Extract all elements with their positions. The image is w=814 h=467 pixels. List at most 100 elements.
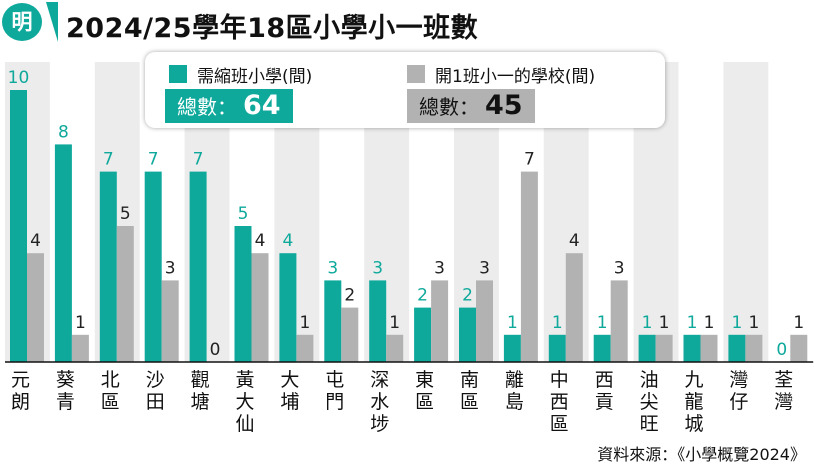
category-label: 北 (101, 369, 120, 391)
bar-a (234, 226, 252, 362)
bar-b (27, 253, 44, 362)
legend-label-a: 需縮班小學(間) (197, 67, 313, 87)
category-label: 城 (685, 413, 704, 435)
category-label: 葵 (56, 369, 75, 391)
value-label-a: 0 (776, 340, 787, 360)
category-label: 觀 (191, 369, 210, 391)
bar-a (459, 307, 476, 362)
category-label: 青 (56, 391, 75, 413)
category-label: 南 (460, 369, 479, 391)
bar-b (341, 307, 359, 362)
total-box-a: 總數： 64 (165, 89, 293, 123)
value-label-b: 7 (524, 150, 535, 170)
category-label: 油 (640, 369, 659, 391)
category-label: 中 (550, 369, 569, 391)
category-stripe (723, 62, 769, 362)
bar-a (144, 171, 162, 362)
bar-b (610, 280, 628, 362)
bar-b (745, 334, 763, 362)
category-label: 仔 (729, 391, 748, 413)
bar-a (683, 334, 701, 362)
bar-a (414, 307, 432, 362)
category-label: 島 (505, 391, 524, 413)
bar-b (71, 334, 89, 362)
bar-a (638, 334, 656, 362)
category-label: 屯 (325, 369, 344, 391)
bar-a (10, 90, 27, 362)
bar-b (116, 226, 134, 362)
category-label: 九 (685, 369, 704, 391)
chart-title: 2024/25學年18區小學小一班數 (66, 13, 479, 44)
bar-b (386, 334, 404, 362)
value-label-b: 1 (748, 313, 759, 333)
value-label-b: 1 (704, 313, 715, 333)
category-label: 東 (415, 369, 434, 391)
category-label: 朗 (11, 391, 30, 413)
bar-b (790, 334, 808, 362)
bar-a (99, 171, 117, 362)
value-label-a: 7 (193, 150, 204, 170)
value-label-b: 3 (614, 258, 625, 278)
category-label: 塘 (191, 391, 210, 413)
category-labels: 元朗葵青北區沙田觀塘黃大仙大埔屯門深水埗東區南區離島中西區西貢油尖旺九龍城灣仔荃… (11, 369, 793, 435)
category-label: 大 (236, 391, 255, 413)
value-label-a: 1 (597, 313, 608, 333)
value-label-b: 3 (434, 258, 445, 278)
value-label-a: 10 (8, 68, 30, 88)
category-label: 黃 (236, 369, 255, 391)
value-label-b: 3 (479, 258, 490, 278)
category-label: 西 (595, 369, 614, 391)
source-note: 資料來源：《小學概覽2024》 (597, 445, 806, 464)
value-label-a: 4 (282, 231, 293, 251)
logo: 明 (2, 3, 42, 41)
bar-a (279, 253, 297, 362)
bar-a (548, 334, 566, 362)
category-label: 門 (325, 391, 344, 413)
category-label: 荃 (774, 369, 793, 391)
category-label: 區 (415, 391, 434, 413)
value-label-a: 3 (372, 258, 383, 278)
bar-b (655, 334, 673, 362)
bar-b (700, 334, 718, 362)
category-label: 水 (370, 391, 389, 413)
category-label: 大 (280, 369, 299, 391)
value-label-a: 1 (642, 313, 653, 333)
bar-a (593, 334, 611, 362)
bar-b (476, 280, 493, 362)
category-label: 區 (550, 413, 569, 435)
bars (10, 90, 808, 362)
legend-swatch-b (407, 65, 425, 83)
category-label: 西 (550, 391, 569, 413)
category-label: 仙 (236, 413, 255, 435)
bar-a (369, 280, 387, 362)
category-label: 灣 (774, 391, 793, 413)
category-label: 區 (460, 391, 479, 413)
legend-swatch-a (169, 65, 187, 83)
category-label: 旺 (640, 413, 659, 435)
bar-b (251, 253, 269, 362)
category-label: 離 (505, 369, 524, 391)
value-label-b: 2 (344, 286, 355, 306)
value-label-b: 4 (569, 231, 580, 251)
category-label: 埔 (280, 391, 299, 413)
value-label-a: 8 (58, 122, 69, 142)
value-label-b: 0 (210, 340, 221, 360)
category-label: 埗 (370, 413, 389, 435)
value-label-a: 5 (238, 204, 249, 224)
category-label: 尖 (640, 391, 659, 413)
bar-a (324, 280, 342, 362)
value-label-b: 1 (389, 313, 400, 333)
value-label-a: 2 (462, 286, 473, 306)
total-value-a: 64 (243, 90, 281, 121)
category-label: 深 (370, 369, 389, 391)
bar-a (728, 334, 746, 362)
logo-slash-decoration (46, 2, 58, 42)
bar-b (431, 280, 449, 362)
category-label: 區 (101, 391, 120, 413)
value-label-a: 1 (552, 313, 563, 333)
value-label-b: 1 (299, 313, 310, 333)
category-label: 龍 (685, 391, 704, 413)
value-label-b: 3 (165, 258, 176, 278)
bar-a (54, 144, 72, 362)
